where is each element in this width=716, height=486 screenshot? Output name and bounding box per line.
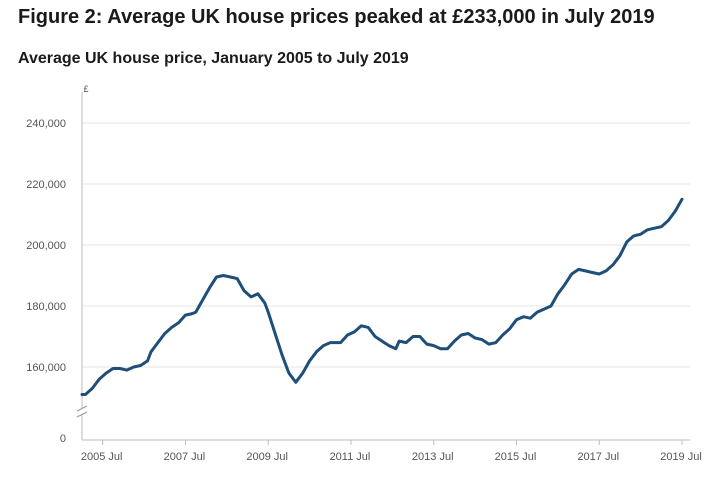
y-tick-label: 240,000	[26, 118, 66, 130]
y-tick-label: 180,000	[26, 301, 66, 313]
y-tick-label: 0	[60, 433, 66, 445]
y-tick-labels: 0 160,000 180,000 200,000 220,000 240,000	[26, 118, 66, 445]
x-tick-label: 2015 Jul	[495, 451, 537, 463]
x-ticks	[102, 440, 683, 445]
y-tick-label: 160,000	[26, 362, 66, 374]
x-tick-labels: 2005 Jul 2007 Jul 2009 Jul 2011 Jul 2013 Jul…	[81, 451, 702, 463]
x-tick-label: 2007 Jul	[164, 451, 206, 463]
x-tick-label: 2017 Jul	[577, 451, 619, 463]
y-axis: £	[75, 84, 89, 440]
y-axis-unit-label: £	[83, 84, 88, 94]
x-tick-label: 2005 Jul	[81, 451, 123, 463]
y-axis-break-marker	[75, 405, 89, 418]
figure-subtitle: Average UK house price, January 2005 to …	[18, 50, 409, 67]
x-tick-label: 2009 Jul	[246, 451, 288, 463]
x-tick-label: 2011 Jul	[330, 451, 371, 463]
figure-title: Figure 2: Average UK house prices peaked…	[18, 6, 655, 28]
x-tick-label: 2013 Jul	[412, 451, 454, 463]
gridlines	[82, 122, 690, 368]
x-tick-label: 2019 Jul	[660, 451, 702, 463]
y-tick-label: 220,000	[26, 179, 66, 191]
series-line-average-house-price	[80, 197, 684, 396]
y-tick-label: 200,000	[26, 240, 66, 252]
